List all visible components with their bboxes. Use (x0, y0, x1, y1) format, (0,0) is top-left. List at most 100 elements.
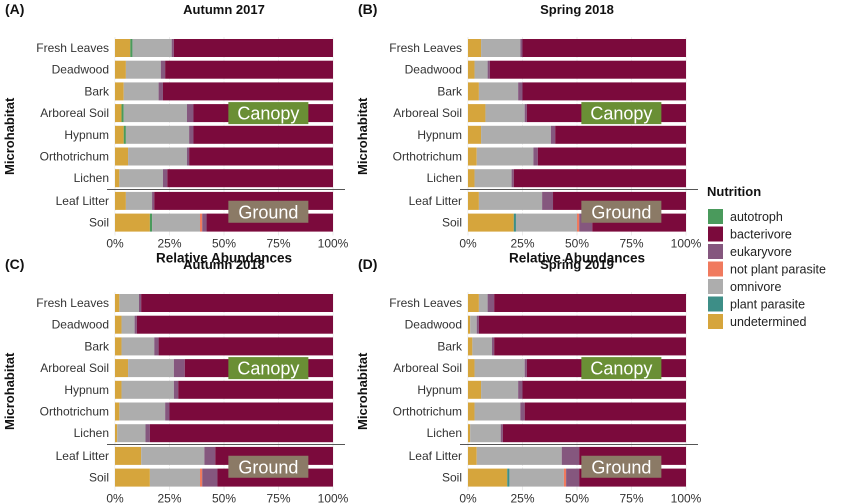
legend-item-undetermined: undetermined (708, 314, 806, 329)
ground-label-box (581, 455, 662, 478)
bar-segment-bacterivore (524, 402, 686, 421)
x-tick-label: 50% (212, 491, 236, 504)
bar-segment-undetermined (115, 446, 142, 465)
category-label: Leaf Litter (56, 194, 109, 208)
bar-segment-omnivore (481, 39, 521, 57)
bar-segment-bacterivore (162, 82, 333, 101)
panel-title: Autumn 2018 (183, 257, 265, 272)
legend-item-plant-parasite: plant parasite (708, 296, 805, 312)
panel-a: (A) Autumn 2017 Fresh Leaves Deadwood Bark Ar… (2, 1, 349, 265)
bar-segment-undetermined (115, 337, 122, 356)
legend-item-eukaryvore: eukaryvore (708, 244, 792, 259)
bar-segment-autotroph (130, 39, 133, 57)
x-tick-label: 25% (510, 236, 534, 250)
ground-label-box (228, 200, 309, 223)
bar-segment-eukaryvore (154, 337, 159, 356)
bar-segment-omnivore (474, 359, 525, 378)
category-label: Orthotrichum (393, 405, 462, 419)
category-label: Soil (442, 216, 462, 230)
canopy-label-box (581, 357, 662, 380)
bar-segment-undetermined (468, 402, 475, 421)
category-label: Fresh Leaves (36, 41, 109, 55)
panel-label: (B) (358, 1, 377, 17)
bar-segment-omnivore (121, 337, 155, 356)
legend-swatch (708, 314, 723, 329)
bar-segment-eukaryvore (487, 294, 495, 312)
bar-segment-eukaryvore (202, 468, 218, 487)
bar-segment-omnivore (478, 294, 488, 312)
category-label: Bark (437, 84, 463, 98)
bar-segment-omnivore (128, 359, 174, 378)
bar-segment-omnivore (121, 315, 135, 334)
bar-segment-omnivore (472, 337, 492, 356)
legend-item-omnivore: omnivore (708, 279, 781, 294)
bar-segment-undetermined (468, 104, 486, 123)
ground-label-text: Ground (238, 202, 298, 222)
legend-title: Nutrition (707, 184, 761, 199)
bar-segment-plant-parasite (513, 213, 516, 232)
bar-segment-bacterivore (494, 294, 686, 312)
bar-segment-omnivore (128, 147, 187, 166)
category-label: Deadwood (405, 318, 462, 332)
bar-segment-eukaryvore (173, 380, 179, 399)
canopy-label-text: Canopy (237, 104, 299, 124)
legend-item-not-plant-parasite: not plant parasite (708, 261, 826, 277)
bar-segment-eukaryvore (134, 315, 137, 334)
category-label: Deadwood (405, 63, 462, 77)
bar-segment-omnivore (509, 468, 564, 487)
x-tick-label: 0% (459, 491, 477, 504)
category-label: Arboreal Soil (40, 361, 109, 375)
bar-segment-undetermined (115, 294, 120, 312)
bar-segment-autotroph (123, 125, 126, 144)
bar-segment-plant-parasite (507, 468, 510, 487)
bar-segment-bacterivore (555, 125, 686, 144)
bar-segment-omnivore (481, 125, 551, 144)
ground-label-text: Ground (238, 457, 298, 477)
bar-segment-omnivore (485, 104, 525, 123)
bar-segment-undetermined (115, 169, 120, 188)
panel-label: (C) (5, 256, 24, 272)
canopy-label-box (228, 102, 309, 125)
panel-c: (C) Autumn 2018 Fresh Leaves Deadwood Bark Ar… (2, 256, 349, 504)
bar-segment-eukaryvore (138, 294, 142, 312)
bar-segment-omnivore (141, 446, 205, 465)
category-label: Arboreal Soil (393, 106, 462, 120)
category-label: Bark (84, 339, 110, 353)
canopy-label: Canopy (228, 102, 309, 125)
bar-segment-bacterivore (167, 169, 333, 188)
bar-segment-eukaryvore (202, 213, 207, 232)
ground-label: Ground (228, 455, 309, 478)
bar-segment-not-plant-parasite (577, 213, 580, 232)
legend-label: bacterivore (730, 228, 792, 242)
legend-item-bacterivore: bacterivore (708, 226, 792, 242)
category-label: Lichen (74, 426, 109, 440)
x-tick-label: 50% (565, 236, 589, 250)
y-axis-label: Microhabitat (355, 352, 370, 430)
bar-segment-omnivore (119, 402, 166, 421)
bar-segment-eukaryvore (566, 468, 580, 487)
category-label: Deadwood (52, 63, 109, 77)
x-tick-label: 100% (671, 236, 702, 250)
bar-segment-eukaryvore (518, 82, 523, 101)
category-label: Soil (89, 471, 109, 485)
legend-swatch (708, 209, 723, 224)
bar-segment-omnivore (476, 147, 534, 166)
bar-segment-not-plant-parasite (563, 468, 567, 487)
bar-segment-undetermined (115, 191, 126, 210)
panel-label: (D) (358, 256, 377, 272)
category-label: Lichen (427, 426, 462, 440)
category-label: Fresh Leaves (389, 296, 462, 310)
category-label: Orthotrichum (40, 405, 109, 419)
bar-segment-undetermined (115, 60, 126, 79)
x-axis-label: Relative Abundances (156, 250, 292, 265)
bar-segment-eukaryvore (173, 359, 185, 378)
bar-segment-bacterivore (158, 337, 333, 356)
category-label: Bark (437, 339, 463, 353)
bar-segment-omnivore (125, 191, 153, 210)
bar-segment-omnivore (119, 294, 139, 312)
x-tick-label: 50% (565, 491, 589, 504)
bar-segment-undetermined (115, 359, 129, 378)
bar-segment-undetermined (115, 39, 131, 57)
x-tick-label: 100% (318, 236, 349, 250)
